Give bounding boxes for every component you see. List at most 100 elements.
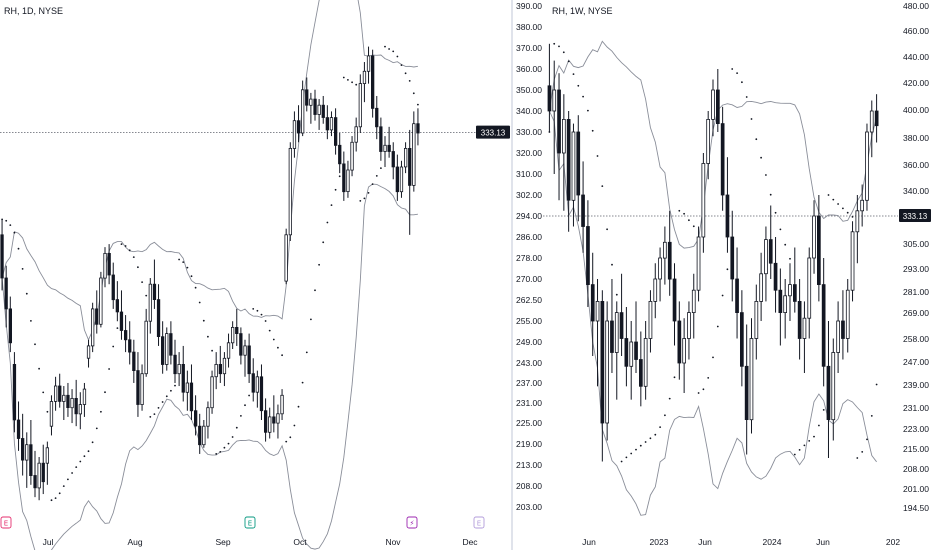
weekly-candle-body: [590, 284, 595, 322]
weekly-candle-body: [711, 89, 715, 120]
weekly-candle-body: [672, 278, 677, 322]
daily-candle-body: [391, 151, 395, 168]
daily-sar-dot: [388, 48, 390, 50]
daily-candle-body: [86, 345, 91, 359]
daily-x-tick: Dec: [462, 537, 478, 547]
daily-sar-dot: [231, 436, 234, 438]
weekly-candle-body: [735, 278, 739, 313]
weekly-bollinger-upper: [548, 40, 878, 249]
daily-candle-body: [235, 326, 239, 334]
weekly-candle-body: [850, 231, 855, 291]
daily-candle-body: [37, 462, 41, 489]
daily-candle-body: [58, 385, 62, 402]
weekly-sar-dot: [668, 397, 671, 400]
weekly-y-tick-left: 237.00: [516, 378, 542, 388]
weekly-y-tick-left: 302.00: [516, 190, 542, 200]
daily-sar-dot: [141, 281, 144, 283]
daily-sar-dot: [178, 258, 181, 261]
weekly-candle-body: [634, 341, 638, 360]
daily-sar-dot: [380, 167, 382, 170]
daily-candle-body: [383, 144, 387, 152]
weekly-y-tick-left: 231.00: [516, 398, 542, 408]
daily-candle-body: [4, 277, 8, 310]
daily-candle-body: [243, 345, 247, 356]
weekly-candle-body: [557, 89, 561, 154]
weekly-sar-dot: [562, 51, 565, 54]
daily-sar-dot: [310, 318, 312, 321]
weekly-sar-dot: [572, 73, 575, 75]
daily-sar-dot: [170, 389, 172, 392]
daily-candle-body: [313, 98, 317, 115]
weekly-candle-body: [778, 289, 783, 314]
daily-sar-dot: [412, 92, 415, 95]
daily-sar-dot: [384, 45, 386, 48]
weekly-chart[interactable]: 390.00 380.00 370.00 360.00 350.00 340.00 330.…: [513, 0, 932, 550]
weekly-y-tick-right: 400.00: [903, 105, 929, 115]
weekly-candle-body: [562, 119, 566, 154]
weekly-sar-dot: [596, 155, 599, 157]
daily-candle-body: [148, 283, 153, 322]
weekly-sar-dot: [582, 95, 584, 98]
weekly-sar-dot: [625, 456, 628, 459]
daily-candle-body: [189, 382, 194, 412]
daily-sar-dot: [54, 497, 57, 499]
weekly-sar-dot: [736, 72, 738, 74]
daily-candle-body: [12, 363, 17, 421]
daily-candle-body: [222, 357, 227, 375]
weekly-candle-body: [720, 123, 725, 196]
weekly-y-tick-right: 223.00: [903, 424, 929, 434]
weekly-sar-dot: [683, 212, 685, 215]
daily-candle-body: [202, 425, 206, 446]
weekly-y-tick-left: 225.00: [516, 418, 542, 428]
weekly-sar-dot: [702, 388, 705, 391]
weekly-sar-dot: [827, 194, 830, 196]
weekly-y-tick-right: 293.00: [903, 264, 929, 274]
daily-sar-dot: [132, 256, 135, 258]
daily-sar-dot: [289, 436, 292, 439]
daily-sar-dot: [17, 247, 20, 250]
daily-sar-dot: [268, 329, 271, 332]
daily-sar-dot: [367, 192, 370, 194]
event-marker-glyph: E: [248, 520, 252, 528]
weekly-candle-body: [812, 215, 816, 259]
daily-chart-pane[interactable]: 333.13 Jul Aug Sep Oct Nov Dec E E ⚡ E RH, 1D, NYS…: [0, 0, 512, 550]
daily-candle-body: [169, 333, 173, 356]
daily-sar-dot: [112, 345, 115, 348]
daily-sar-dot: [95, 427, 98, 430]
weekly-chart-pane[interactable]: 390.00 380.00 370.00 360.00 350.00 340.00 330.…: [513, 0, 932, 550]
daily-sar-dot: [297, 405, 300, 408]
daily-candle-body: [366, 55, 371, 72]
daily-sar-dot: [338, 175, 341, 178]
daily-bollinger-upper: [1, 0, 418, 341]
weekly-sar-dot: [712, 356, 714, 359]
weekly-sar-dot: [861, 451, 864, 453]
daily-chart[interactable]: 333.13 Jul Aug Sep Oct Nov Dec E E ⚡ E: [0, 0, 512, 550]
weekly-candle-body: [658, 257, 662, 280]
daily-candle-body: [140, 373, 144, 406]
daily-candle-body: [362, 70, 367, 85]
daily-sar-dot: [375, 175, 378, 177]
daily-sar-dot: [5, 219, 8, 222]
weekly-chart-title: RH, 1W, NYSE: [552, 6, 613, 16]
daily-candle-body: [403, 147, 408, 168]
daily-candle-body: [305, 89, 309, 106]
weekly-sar-dot: [615, 293, 618, 296]
weekly-candle-body: [706, 119, 710, 164]
daily-sar-dot: [58, 492, 61, 495]
weekly-candle-body: [783, 295, 788, 313]
daily-sar-dot: [252, 308, 255, 310]
daily-candle-body: [115, 299, 119, 313]
pane-divider[interactable]: [511, 0, 513, 550]
daily-candle-body: [198, 425, 202, 446]
weekly-candle-body: [821, 284, 826, 367]
weekly-candle-body: [629, 341, 634, 367]
weekly-sar-dot: [870, 415, 873, 417]
weekly-y-tick-left: 390.00: [516, 1, 542, 11]
earnings-icon: E: [244, 516, 256, 529]
weekly-y-tick-right: 480.00: [903, 1, 929, 11]
weekly-y-tick-right: 269.00: [903, 308, 929, 318]
weekly-candle-body: [595, 300, 600, 322]
weekly-candle-body: [547, 85, 552, 112]
weekly-y-tick-left: 203.00: [516, 502, 542, 512]
weekly-sar-dot: [789, 257, 791, 260]
